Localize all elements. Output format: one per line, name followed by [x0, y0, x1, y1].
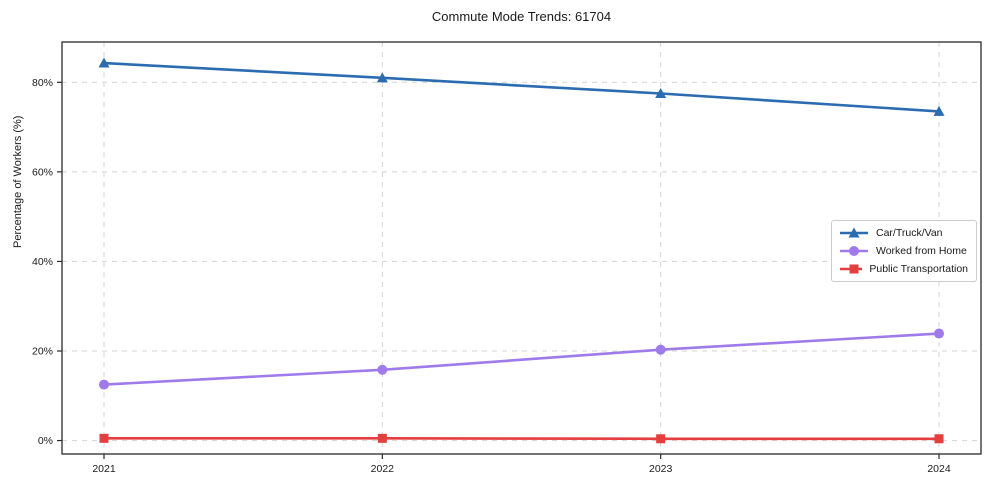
legend-marker-sample [840, 227, 868, 238]
legend-item: Car/Truck/Van [839, 226, 968, 240]
legend-marker-sample [840, 246, 868, 256]
y-tick-label: 60% [32, 166, 53, 178]
legend-marker-icon [848, 227, 860, 238]
y-tick-label: 20% [32, 346, 53, 358]
data-point-marker [377, 364, 388, 375]
data-point-marker [933, 105, 945, 116]
legend-marker-sample [840, 264, 863, 274]
series-line-worked-from-home [102, 332, 941, 386]
data-point-marker [655, 344, 666, 355]
x-tick-label: 2024 [927, 463, 951, 475]
x-tick-label: 2021 [92, 463, 116, 475]
x-tick-label: 2022 [371, 463, 395, 475]
data-point-marker [376, 72, 388, 83]
series-worked-from-home [99, 328, 944, 390]
series-car-truck-van [98, 57, 945, 116]
data-point-marker [377, 433, 387, 443]
legend-item: Worked from Home [839, 244, 968, 258]
chart-title: Commute Mode Trends: 61704 [431, 9, 612, 24]
legend-label: Worked from Home [876, 245, 967, 257]
series-public-transportation [99, 433, 944, 444]
y-tick-label: 80% [32, 77, 53, 89]
data-point-marker [98, 57, 110, 68]
plot-border [61, 41, 982, 455]
data-point-marker [655, 88, 667, 98]
data-point-marker [656, 434, 666, 444]
data-point-marker [934, 434, 944, 444]
data-point-marker [99, 379, 109, 390]
legend-marker-icon [849, 264, 859, 274]
legend: Car/Truck/Van Worked from Home Public Tran… [831, 220, 977, 282]
legend-marker-icon [849, 246, 859, 256]
y-tick-label: 40% [32, 256, 53, 268]
legend-label: Public Transportation [869, 263, 968, 275]
data-point-marker [934, 328, 944, 339]
legend-label: Car/Truck/Van [876, 227, 943, 239]
legend-item: Public Transportation [839, 262, 968, 276]
x-tick-label: 2023 [649, 463, 673, 475]
series-line-car-truck-van [102, 61, 941, 113]
data-point-marker [99, 433, 109, 443]
y-tick-label: 0% [38, 435, 53, 447]
